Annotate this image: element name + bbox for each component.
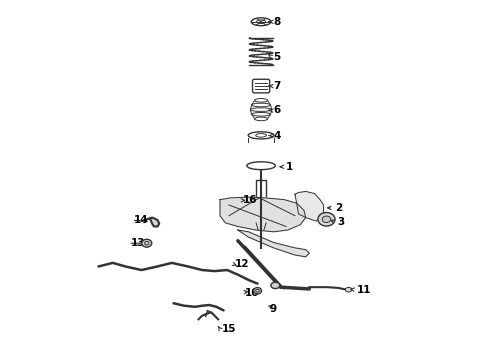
- Text: 6: 6: [273, 105, 281, 115]
- Ellipse shape: [322, 216, 331, 222]
- Text: 10: 10: [245, 288, 259, 297]
- Ellipse shape: [271, 282, 280, 289]
- Polygon shape: [147, 217, 159, 226]
- Ellipse shape: [345, 287, 352, 292]
- Bar: [256, 180, 266, 223]
- Polygon shape: [220, 197, 306, 232]
- Polygon shape: [295, 192, 323, 221]
- Ellipse shape: [142, 239, 152, 247]
- Text: 9: 9: [270, 303, 277, 314]
- Ellipse shape: [253, 288, 262, 294]
- Text: 14: 14: [134, 215, 148, 225]
- Text: 1: 1: [286, 162, 293, 172]
- Text: 4: 4: [273, 131, 281, 141]
- Text: 7: 7: [273, 81, 281, 91]
- Text: 5: 5: [273, 52, 281, 62]
- Ellipse shape: [318, 212, 335, 226]
- Text: 16: 16: [243, 195, 257, 205]
- Text: 2: 2: [335, 203, 343, 213]
- Text: 15: 15: [222, 324, 237, 334]
- Text: 3: 3: [338, 217, 345, 227]
- Polygon shape: [238, 230, 309, 257]
- Text: 11: 11: [356, 285, 371, 295]
- Text: 8: 8: [273, 17, 281, 27]
- Text: 13: 13: [130, 238, 145, 248]
- Text: 12: 12: [235, 259, 249, 269]
